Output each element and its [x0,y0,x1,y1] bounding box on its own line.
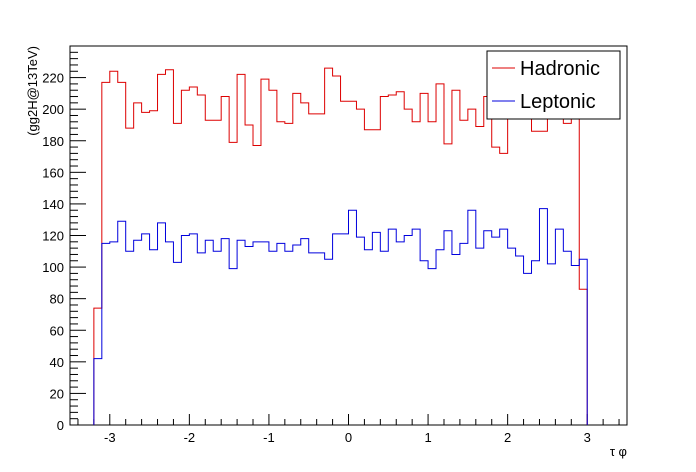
legend: Hadronic Leptonic [486,50,621,120]
x-tick-label: 0 [345,430,352,445]
y-tick-label: 40 [50,355,64,370]
series-hadronic [93,67,588,425]
legend-box [486,50,621,120]
y-tick-label: 200 [42,102,64,117]
x-tick-label: -2 [184,430,196,445]
y-tick-label: 220 [42,71,64,86]
x-tick-label: 1 [424,430,431,445]
x-tick-label: 2 [504,430,511,445]
series-layer [93,67,588,425]
y-tick-label: 100 [42,260,64,275]
y-axis: 0 20 40 60 80 100 120 140 160 180 200 220 [42,45,86,433]
y-tick-label: 140 [42,197,64,212]
x-axis: -3 -2 -1 0 1 2 3 [77,414,620,445]
x-tick-label: -1 [263,430,275,445]
y-tick-label: 160 [42,165,64,180]
x-tick-label: -3 [104,430,116,445]
y-tick-label: 60 [50,323,64,338]
legend-label-hadronic: Hadronic [520,58,600,80]
y-tick-label: 180 [42,134,64,149]
x-axis-title: τ φ [610,444,627,459]
y-tick-label: 20 [50,386,64,401]
y-tick-label: 80 [50,292,64,307]
x-tick-label: 3 [584,430,591,445]
y-tick-label: 0 [57,418,64,433]
legend-label-leptonic: Leptonic [520,91,596,113]
series-leptonic [93,208,588,425]
y-tick-label: 120 [42,229,64,244]
y-axis-title: (gg2H@13TeV) [25,46,40,136]
